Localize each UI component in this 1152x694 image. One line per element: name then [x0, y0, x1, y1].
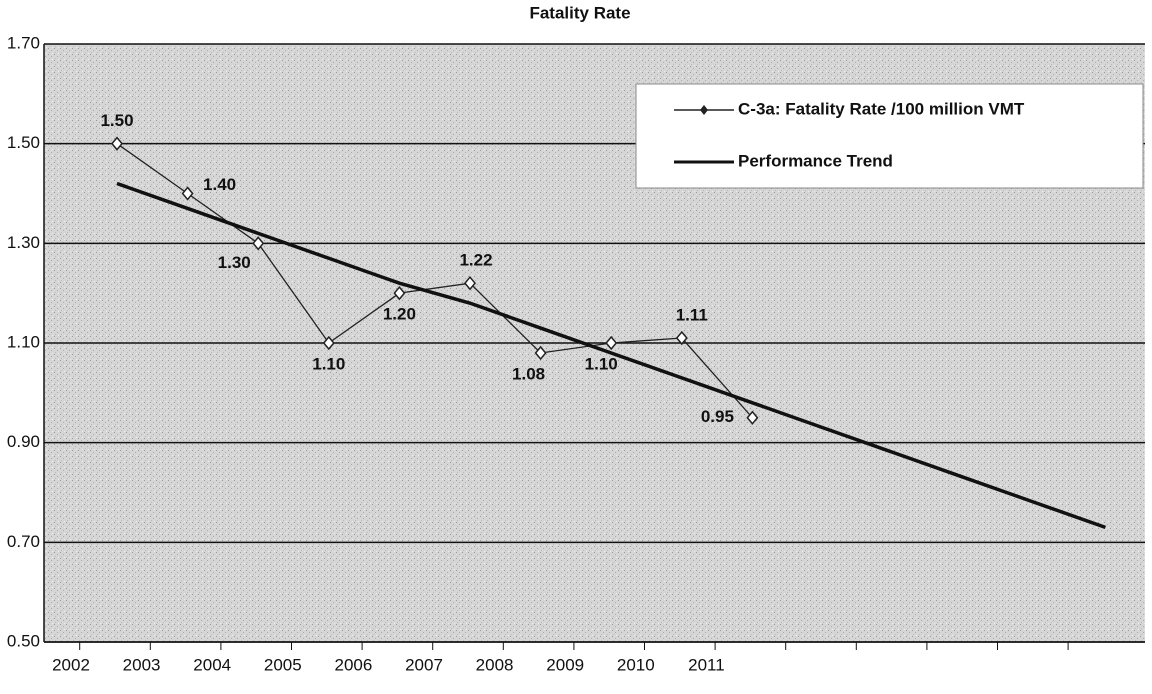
data-label: 1.20 [383, 305, 416, 324]
chart-title: Fatality Rate [529, 3, 630, 22]
marker [252, 236, 265, 251]
x-tick-label: 2002 [52, 655, 90, 674]
marker [393, 285, 406, 301]
x-tick-label: 2008 [476, 655, 514, 674]
legend-marker [700, 105, 708, 115]
y-tick-label: 0.50 [7, 631, 40, 650]
data-label: 1.30 [218, 253, 251, 272]
y-tick-label: 1.70 [7, 33, 40, 52]
marker [111, 136, 123, 151]
x-tick-label: 2003 [123, 655, 161, 674]
y-tick-label: 1.50 [7, 133, 40, 152]
marker [464, 276, 476, 291]
x-tick-label: 2006 [334, 655, 372, 674]
marker [181, 186, 194, 201]
y-tick-label: 1.10 [7, 332, 40, 351]
data-label: 1.40 [203, 175, 236, 194]
series-line [116, 143, 753, 419]
x-tick-label: 2009 [546, 655, 584, 674]
x-tick-label: 2010 [617, 655, 655, 674]
x-tick-label: 2005 [264, 655, 302, 674]
y-tick-label: 0.70 [7, 532, 40, 551]
data-label: 1.50 [100, 111, 133, 130]
data-label: 0.95 [701, 407, 734, 426]
y-tick-label: 0.90 [7, 432, 40, 451]
x-tick-label: 2004 [193, 655, 231, 674]
marker [605, 335, 618, 351]
y-tick-label: 1.30 [7, 233, 40, 252]
data-label: 1.11 [676, 306, 708, 325]
x-tick-label: 2011 [688, 655, 725, 674]
legend-label: Performance Trend [738, 151, 893, 170]
x-tick-label: 2007 [405, 655, 443, 674]
marker [746, 410, 759, 425]
data-label: 1.10 [585, 354, 618, 373]
legend-label: C-3a: Fatality Rate /100 million VMT [738, 99, 1025, 118]
marker [322, 335, 335, 351]
data-label: 1.10 [312, 354, 345, 373]
legend-box [635, 83, 1144, 189]
data-label: 1.08 [512, 364, 545, 383]
marker [675, 330, 688, 346]
data-label: 1.22 [459, 251, 492, 270]
series-line [116, 181, 1106, 530]
marker [534, 345, 547, 361]
